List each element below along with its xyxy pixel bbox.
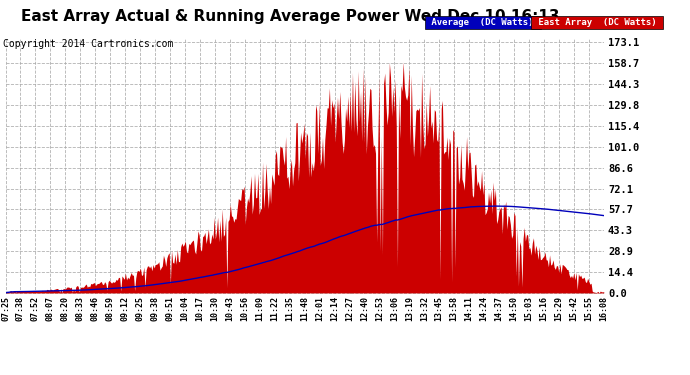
Text: East Array Actual & Running Average Power Wed Dec 10 16:13: East Array Actual & Running Average Powe… [21,9,559,24]
Text: East Array  (DC Watts): East Array (DC Watts) [533,18,662,27]
Text: Average  (DC Watts): Average (DC Watts) [426,18,540,27]
Text: Copyright 2014 Cartronics.com: Copyright 2014 Cartronics.com [3,39,174,50]
